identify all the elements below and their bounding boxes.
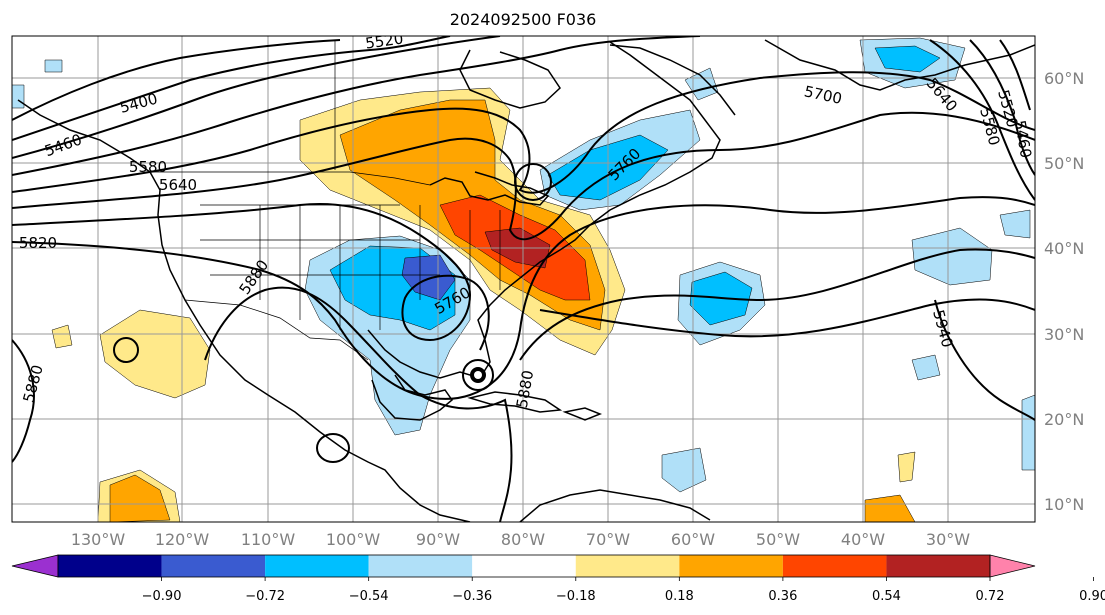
contour-5460 bbox=[12, 36, 451, 141]
colorbar-swatch bbox=[886, 555, 990, 577]
closed-contour-mexico bbox=[316, 433, 350, 463]
map-title: 2024092500 F036 bbox=[450, 10, 597, 29]
contour-5880c bbox=[519, 248, 1035, 361]
contour-5580 bbox=[12, 36, 701, 176]
graticule bbox=[12, 36, 1035, 522]
colorbar-tick-label: 0.72 bbox=[976, 589, 1005, 604]
height-contours bbox=[12, 36, 1035, 522]
us-canada-border bbox=[150, 171, 431, 186]
contour-5880 bbox=[12, 339, 35, 463]
colorbar-tick-label: 0.18 bbox=[665, 589, 694, 604]
contour-5700 bbox=[12, 111, 1035, 241]
cold-anomaly-far-east-lightblue bbox=[1021, 394, 1035, 471]
colorbar-tick-label: −0.36 bbox=[452, 589, 492, 604]
contour-5520 bbox=[12, 36, 501, 159]
colorbar-swatch bbox=[575, 555, 680, 577]
hudson-bay bbox=[459, 49, 561, 109]
cold-anomaly-pacific-small-lightblue bbox=[44, 59, 63, 73]
contour-5880b bbox=[204, 286, 513, 522]
colorbar: −0.90 −0.72 −0.54 −0.36 −0.18 0.18 0.36 0.54 0.7… bbox=[11, 554, 1105, 604]
contour-label: 5580 bbox=[129, 158, 167, 176]
south-america-coast bbox=[519, 489, 711, 522]
baffin bbox=[609, 44, 736, 116]
map-frame bbox=[11, 35, 1036, 523]
longitude-label: 110°W bbox=[241, 530, 296, 549]
colorbar-tick-label: −0.54 bbox=[349, 589, 389, 604]
latitude-label: 20°N bbox=[1044, 410, 1084, 429]
contour-label: 5640 bbox=[159, 176, 197, 194]
colorbar-swatch bbox=[265, 555, 369, 577]
colorbar-swatch bbox=[58, 555, 162, 577]
colorbar-swatch bbox=[782, 555, 887, 577]
warm-anomaly-small-yellow bbox=[51, 324, 73, 349]
great-lakes bbox=[429, 171, 550, 206]
longitude-label: 30°W bbox=[926, 530, 970, 549]
longitude-label: 130°W bbox=[71, 530, 126, 549]
colorbar-tick-label: 0.36 bbox=[768, 589, 797, 604]
latitude-label: 10°N bbox=[1044, 495, 1084, 514]
longitude-label: 120°W bbox=[155, 530, 210, 549]
warm-anomaly-atlantic-orange bbox=[864, 494, 916, 522]
contour-5760 bbox=[12, 203, 490, 351]
longitude-label: 40°W bbox=[841, 530, 885, 549]
contour-north-east-3 bbox=[999, 39, 1031, 111]
cuba bbox=[467, 391, 563, 413]
contour-5820 bbox=[12, 196, 1035, 400]
colorbar-swatch bbox=[368, 555, 473, 577]
colorbar-swatch bbox=[472, 555, 576, 577]
us-mexico-border bbox=[184, 299, 369, 361]
warm-anomaly-atlantic-yellow bbox=[897, 451, 916, 483]
latitude-label: 30°N bbox=[1044, 325, 1084, 344]
contour-north-east-2 bbox=[969, 39, 1035, 176]
longitude-label: 90°W bbox=[416, 530, 460, 549]
contour-5940b bbox=[934, 299, 1035, 421]
colorbar-tick-label: −0.90 bbox=[142, 589, 182, 604]
longitude-labels: 130°W 120°W 110°W 100°W 90°W 80°W 70°W 60°W 50°W… bbox=[71, 530, 970, 549]
state-borders bbox=[150, 40, 501, 361]
hispaniola bbox=[562, 407, 603, 421]
contour-5940 bbox=[539, 298, 1035, 338]
contour-north-east-1 bbox=[929, 39, 1035, 201]
latitude-label: 40°N bbox=[1044, 239, 1084, 258]
colorbar-swatch bbox=[161, 555, 266, 577]
warm-anomaly-pacific-orange bbox=[109, 474, 171, 522]
longitude-label: 80°W bbox=[501, 530, 545, 549]
longitude-label: 100°W bbox=[326, 530, 381, 549]
longitude-label: 70°W bbox=[586, 530, 630, 549]
closed-contour-pacific bbox=[113, 337, 139, 363]
latitude-labels: 60°N 50°N 40°N 30°N 20°N 10°N bbox=[1044, 69, 1084, 514]
cold-anomaly-eastatl-lightblue bbox=[911, 227, 993, 286]
contour-5400 bbox=[12, 39, 341, 121]
colorbar-tick-label: 0.54 bbox=[872, 589, 901, 604]
colorbar-tick-label: 0.90 bbox=[1079, 589, 1105, 604]
contour-5640 bbox=[12, 71, 1035, 194]
closed-low-gulf-eye bbox=[474, 371, 482, 379]
colorbar-extend-max bbox=[989, 554, 1036, 578]
cold-anomaly-alaska-lightblue bbox=[12, 84, 25, 109]
colorbar-frame bbox=[57, 554, 991, 578]
cold-anomaly-mid-atl-lightblue bbox=[911, 354, 941, 381]
latitude-label: 50°N bbox=[1044, 154, 1084, 173]
north-america-coast bbox=[17, 99, 471, 522]
colorbar-tick-label: −0.18 bbox=[556, 589, 596, 604]
colorbar-extend-min bbox=[11, 554, 59, 578]
contour-label: 5820 bbox=[19, 234, 57, 252]
closed-low-great-lakes bbox=[514, 163, 552, 201]
contour-label: 5520 bbox=[364, 29, 404, 52]
cold-anomaly-east-small-lightblue bbox=[999, 209, 1031, 239]
colorbar-swatch bbox=[679, 555, 783, 577]
longitude-label: 60°W bbox=[671, 530, 715, 549]
canada-east-coast bbox=[589, 41, 721, 226]
closed-low-gulf-outer bbox=[462, 359, 494, 391]
longitude-label: 50°W bbox=[756, 530, 800, 549]
colorbar-tick-label: −0.72 bbox=[245, 589, 285, 604]
map-panel: 5520 5400 5460 5580 5640 5700 5820 5880 … bbox=[11, 29, 1036, 523]
latitude-label: 60°N bbox=[1044, 69, 1084, 88]
cold-anomaly-farnorth-blue bbox=[874, 45, 941, 73]
